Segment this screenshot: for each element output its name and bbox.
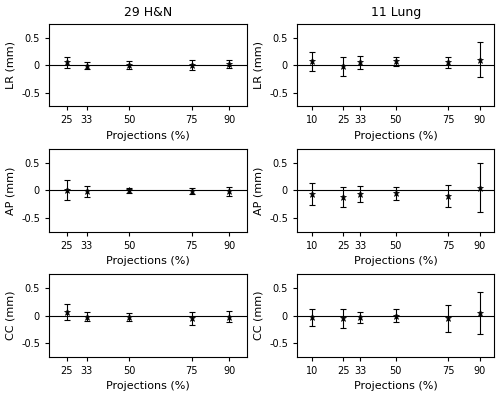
Y-axis label: AP (mm): AP (mm) bbox=[6, 166, 16, 214]
Y-axis label: LR (mm): LR (mm) bbox=[6, 41, 16, 89]
X-axis label: Projections (%): Projections (%) bbox=[354, 256, 438, 266]
Y-axis label: CC (mm): CC (mm) bbox=[6, 291, 16, 340]
Title: 29 H&N: 29 H&N bbox=[124, 6, 172, 19]
Y-axis label: LR (mm): LR (mm) bbox=[254, 41, 264, 89]
Y-axis label: AP (mm): AP (mm) bbox=[254, 166, 264, 214]
X-axis label: Projections (%): Projections (%) bbox=[354, 382, 438, 391]
Title: 11 Lung: 11 Lung bbox=[370, 6, 421, 19]
Y-axis label: CC (mm): CC (mm) bbox=[254, 291, 264, 340]
X-axis label: Projections (%): Projections (%) bbox=[106, 382, 190, 391]
X-axis label: Projections (%): Projections (%) bbox=[106, 256, 190, 266]
X-axis label: Projections (%): Projections (%) bbox=[354, 131, 438, 141]
X-axis label: Projections (%): Projections (%) bbox=[106, 131, 190, 141]
